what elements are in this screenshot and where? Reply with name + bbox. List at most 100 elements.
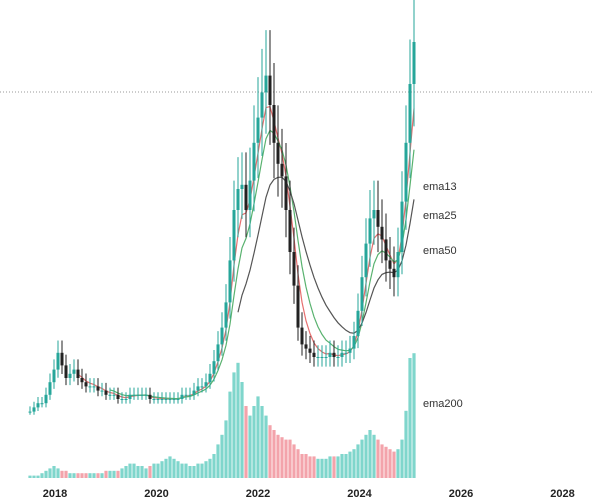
candle-body xyxy=(356,310,360,336)
volume-bar xyxy=(80,473,84,478)
volume-bar xyxy=(132,463,136,478)
volume-bar xyxy=(128,463,132,478)
candle-body xyxy=(36,403,40,408)
volume-bar xyxy=(344,454,348,478)
candle-body xyxy=(168,399,172,400)
candle-body xyxy=(40,403,44,405)
volume-bar xyxy=(124,466,128,478)
ema-lines xyxy=(77,105,415,400)
volume-bar xyxy=(228,391,232,478)
candle-body xyxy=(368,218,372,244)
candle-body xyxy=(184,394,188,396)
ema50-line xyxy=(237,176,415,334)
candle-body xyxy=(212,361,216,374)
candle-body xyxy=(52,369,56,383)
candle-body xyxy=(252,142,256,181)
candle-body xyxy=(188,394,192,396)
candle-body xyxy=(84,382,88,387)
volume-bar xyxy=(388,449,392,478)
volume-bar xyxy=(144,468,148,478)
volume-bar xyxy=(280,437,284,478)
volume-bar xyxy=(292,444,296,478)
volume-bar xyxy=(296,449,300,478)
volume-bar xyxy=(404,410,408,478)
candle-body xyxy=(292,252,296,286)
volume-bar xyxy=(236,362,240,478)
candle-body xyxy=(304,344,308,349)
volume-bar xyxy=(220,434,224,478)
candle-body xyxy=(312,352,316,357)
ema-legend: ema13 ema25 ema50 ema200 xyxy=(423,181,463,410)
volume-bar xyxy=(60,470,64,478)
volume-bar xyxy=(164,458,168,478)
volume-bar xyxy=(224,420,228,478)
volume-bar xyxy=(364,434,368,478)
volume-bar xyxy=(212,454,216,478)
volume-bar xyxy=(108,470,112,478)
volume-bar xyxy=(32,475,36,478)
volume-bar xyxy=(200,463,204,478)
volume-bar xyxy=(412,353,416,478)
candle-body xyxy=(268,75,272,105)
candle-body xyxy=(388,260,392,269)
candle-body xyxy=(260,92,264,118)
volume-bar xyxy=(52,466,56,478)
volume-bar xyxy=(28,475,32,478)
candle-body xyxy=(208,373,212,383)
candle-body xyxy=(144,394,148,396)
x-tick-label: 2022 xyxy=(246,488,270,500)
volume-bar xyxy=(372,434,376,478)
candle-body xyxy=(100,390,104,392)
volume-bar xyxy=(116,470,120,478)
volume-bar xyxy=(64,470,68,478)
volume-bar xyxy=(100,473,104,478)
candle-body xyxy=(288,210,292,252)
candle-body xyxy=(68,373,72,378)
volume-bar xyxy=(260,406,264,478)
ema25-line xyxy=(109,129,415,400)
candle-body xyxy=(364,243,368,278)
volume-bar xyxy=(268,425,272,478)
volume-bar xyxy=(156,463,160,478)
volume-bar xyxy=(300,454,304,478)
candle-body xyxy=(64,365,68,378)
candle-body xyxy=(116,394,120,399)
candle-body xyxy=(380,226,384,240)
volume-bar xyxy=(332,456,336,478)
volume-bar xyxy=(248,415,252,478)
volume-bar xyxy=(328,456,332,478)
candle-body xyxy=(256,117,260,143)
volume-bar xyxy=(160,461,164,478)
volume-bar xyxy=(348,451,352,478)
candle-body xyxy=(220,327,224,345)
candle-body xyxy=(296,285,300,328)
candle-body xyxy=(164,399,168,400)
candle-body xyxy=(48,382,52,395)
candle-body xyxy=(88,386,92,388)
volume-bars xyxy=(28,353,416,478)
candle-body xyxy=(232,210,236,261)
candle-body xyxy=(316,357,320,358)
volume-bar xyxy=(264,415,268,478)
volume-bar xyxy=(176,461,180,478)
x-tick-label: 2026 xyxy=(449,488,473,500)
volume-bar xyxy=(136,466,140,478)
candle-body xyxy=(404,142,408,202)
ema-label-ema50: ema50 xyxy=(423,245,457,257)
volume-bar xyxy=(400,439,404,478)
candle-body xyxy=(340,352,344,357)
candle-body xyxy=(44,394,48,404)
volume-bar xyxy=(152,463,156,478)
candle-body xyxy=(344,352,348,354)
candle-body xyxy=(156,399,160,400)
volume-bar xyxy=(96,473,100,478)
candle-body xyxy=(76,369,80,378)
candle-body xyxy=(160,399,164,400)
volume-bar xyxy=(88,473,92,478)
volume-bar xyxy=(188,466,192,478)
volume-bar xyxy=(336,456,340,478)
candle-body xyxy=(320,357,324,358)
volume-bar xyxy=(284,439,288,478)
candle-body xyxy=(376,210,380,227)
volume-bar xyxy=(232,372,236,478)
